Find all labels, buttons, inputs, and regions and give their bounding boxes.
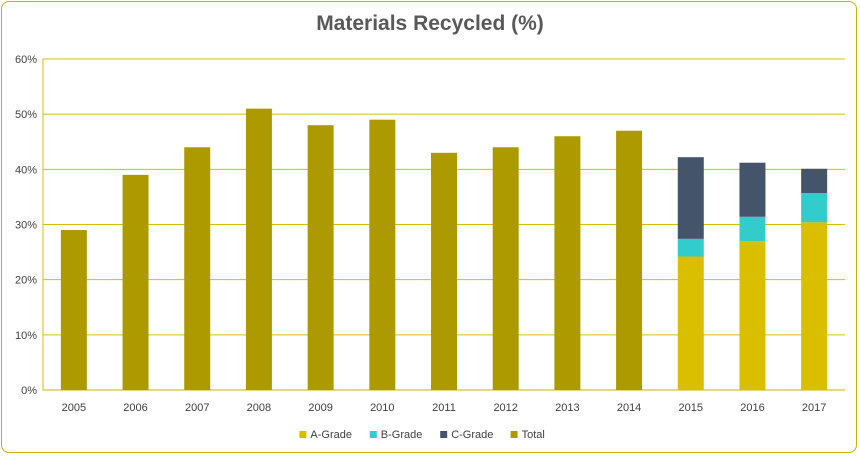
x-tick-label: 2012 (493, 402, 517, 414)
bar-a-grade-2017 (801, 222, 828, 390)
bar-total-2014 (616, 130, 643, 390)
y-tick-label: 20% (15, 275, 37, 287)
bars (60, 108, 828, 391)
y-tick-label: 0% (21, 385, 37, 397)
legend-label: C-Grade (451, 429, 493, 441)
x-axis-ticks: 2005 2006 2007 2008 2009 2010 2011 2012 2013 2014… (62, 402, 827, 414)
bar-total-2008 (245, 108, 272, 391)
y-tick-label: 50% (15, 109, 37, 121)
y-axis-ticks: 0% 10% 20% 30% 40% 50% 60% (15, 54, 37, 397)
bar-c-grade-2017 (801, 168, 828, 194)
bar-b-grade-2017 (801, 193, 828, 223)
x-tick-label: 2011 (432, 402, 456, 414)
chart-title: Materials Recycled (%) (316, 12, 544, 35)
bar-total-2010 (369, 119, 396, 390)
bar-total-2006 (122, 174, 149, 390)
bar-total-2005 (60, 230, 87, 390)
y-tick-label: 10% (15, 330, 37, 342)
x-tick-label: 2006 (123, 402, 147, 414)
legend-label: B-Grade (381, 429, 423, 441)
y-tick-label: 40% (15, 164, 37, 176)
y-tick-label: 60% (15, 54, 37, 66)
x-tick-label: 2017 (802, 402, 826, 414)
legend-swatch (299, 431, 307, 438)
legend-swatch (440, 431, 448, 438)
x-tick-label: 2005 (62, 402, 86, 414)
y-tick-label: 30% (15, 220, 37, 232)
x-tick-label: 2007 (185, 402, 209, 414)
x-tick-label: 2009 (308, 402, 332, 414)
x-tick-label: 2013 (555, 402, 579, 414)
bar-a-grade-2016 (739, 241, 766, 390)
bar-b-grade-2016 (739, 216, 766, 242)
bar-total-2009 (307, 125, 334, 390)
x-tick-label: 2015 (679, 402, 703, 414)
legend-label: A-Grade (310, 429, 352, 441)
bar-total-2013 (554, 136, 581, 390)
legend-label: Total (522, 429, 545, 441)
x-tick-label: 2008 (247, 402, 271, 414)
bar-total-2007 (184, 147, 211, 390)
bar-a-grade-2015 (677, 256, 704, 390)
bar-total-2011 (431, 152, 457, 390)
legend: A-Grade B-Grade C-Grade Total (299, 429, 545, 441)
bar-c-grade-2015 (677, 157, 704, 239)
legend-swatch (369, 431, 377, 438)
bar-c-grade-2016 (739, 162, 766, 217)
legend-swatch (510, 431, 518, 438)
x-tick-label: 2014 (617, 402, 641, 414)
x-tick-label: 2010 (370, 402, 394, 414)
bar-total-2012 (492, 147, 519, 390)
bar-b-grade-2015 (677, 238, 704, 257)
x-tick-label: 2016 (740, 402, 764, 414)
